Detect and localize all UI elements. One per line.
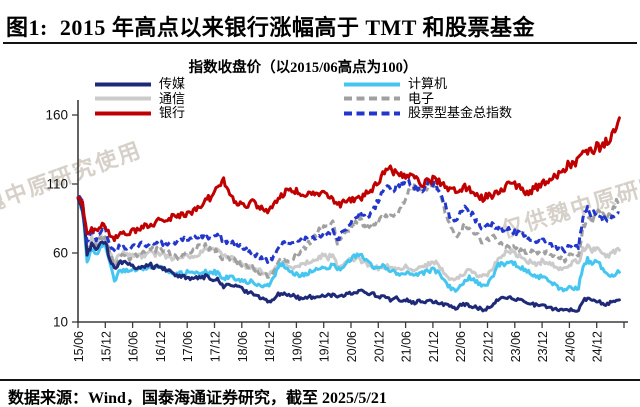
x-tick-label: 23/12 [536, 331, 550, 362]
legend-swatch-media [95, 82, 151, 87]
legend-label-bank: 银行 [159, 105, 186, 121]
legend-swatch-electronics [344, 96, 400, 101]
chart-title: 指数收盘价（以2015/06高点为100） [188, 60, 418, 76]
legend-item-computer: 计算机 [343, 77, 512, 92]
line-computer [76, 196, 621, 293]
x-tick-label: 21/12 [427, 331, 441, 362]
x-tick-label: 20/12 [372, 331, 386, 362]
x-tick-label: 16/06 [127, 331, 141, 362]
x-tick-label: 24/06 [563, 331, 577, 362]
legend-item-electronics: 电子 [343, 90, 512, 107]
x-tick-label: 17/12 [209, 331, 223, 362]
legend-label-equity-fund-index: 股票型基金总指数 [408, 105, 513, 121]
legend-label-telecom: 通信 [159, 90, 186, 106]
x-tick-label: 15/06 [72, 331, 86, 362]
legend-swatch-telecom [95, 96, 151, 101]
y-tick-label: 60 [53, 246, 68, 261]
x-tick-label: 18/06 [236, 331, 250, 362]
line-bank [76, 116, 621, 243]
legend-item-equity-fund-index: 股票型基金总指数 [343, 106, 512, 121]
source-note: 数据来源：Wind，国泰海通证券研究，截至 2025/5/21 [8, 390, 387, 407]
legend-item-bank: 银行 [94, 106, 343, 121]
legend-item-media: 传媒 [94, 77, 343, 92]
x-tick-label: 22/06 [454, 331, 468, 362]
y-tick-label: 110 [46, 177, 68, 192]
legend-swatch-bank [95, 111, 151, 116]
chart-legend: 传媒 通信 银行 计算机 电子 股票型基金总指数 [94, 77, 512, 121]
legend-label-computer: 计算机 [408, 76, 448, 92]
x-tick-label: 23/06 [509, 331, 523, 362]
line-equity-fund-index [77, 178, 620, 264]
x-tick-label: 21/06 [400, 331, 414, 362]
x-tick-label: 19/06 [290, 331, 304, 362]
y-tick-label: 10 [53, 315, 68, 330]
x-tick-label: 16/12 [154, 331, 168, 362]
x-tick-label: 19/12 [318, 331, 332, 362]
x-tick-label: 17/06 [181, 331, 195, 362]
x-tick-label: 18/12 [263, 331, 277, 362]
legend-swatch-equity-fund-index [344, 111, 400, 116]
line-electronics [76, 179, 621, 279]
x-tick-label: 20/06 [345, 331, 359, 362]
footer-divider [0, 379, 640, 381]
y-tick-label: 160 [45, 108, 68, 123]
x-tick-label: 22/12 [482, 331, 496, 362]
x-tick-label: 15/12 [99, 331, 113, 362]
title-divider [3, 42, 637, 44]
legend-label-media: 传媒 [159, 76, 186, 92]
figure-title: 图1: 2015 年高点以来银行涨幅高于 TMT 和股票基金 [6, 15, 536, 40]
x-tick-label: 24/12 [591, 331, 605, 362]
legend-item-telecom: 通信 [94, 90, 343, 107]
line-media [76, 196, 621, 313]
legend-label-electronics: 电子 [408, 90, 435, 106]
legend-swatch-computer [344, 82, 400, 87]
